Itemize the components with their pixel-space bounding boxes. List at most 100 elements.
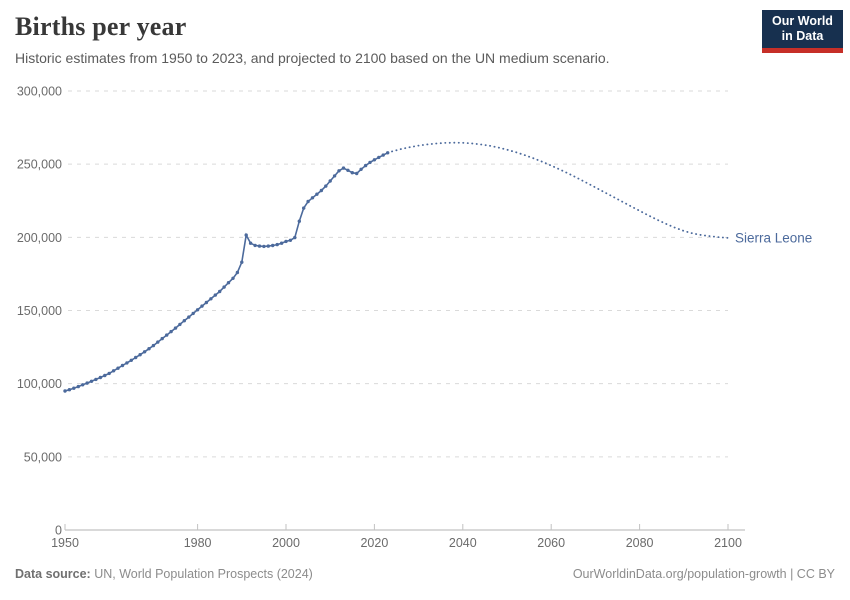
historic-path — [64, 152, 389, 392]
y-tick-label: 200,000 — [17, 231, 62, 245]
y-tick-label: 250,000 — [17, 158, 62, 172]
data-point — [235, 270, 240, 275]
data-point — [377, 155, 381, 160]
owid-logo-line1: Our World — [772, 14, 833, 28]
y-tick-label: 0 — [55, 524, 62, 538]
chart-subtitle: Historic estimates from 1950 to 2023, an… — [15, 50, 610, 66]
data-point — [142, 350, 147, 354]
data-point — [368, 160, 372, 165]
x-tick-label: 1980 — [184, 536, 212, 550]
data-point — [355, 171, 359, 176]
data-point — [98, 375, 103, 380]
data-point — [173, 326, 178, 330]
owid-logo[interactable]: Our World in Data — [762, 10, 843, 53]
data-point — [324, 184, 328, 188]
x-tick-label: 2000 — [272, 536, 300, 550]
data-point — [147, 347, 151, 351]
data-point — [350, 171, 354, 175]
data-point — [293, 235, 297, 240]
x-tick-label: 2060 — [537, 536, 565, 550]
data-point — [116, 366, 120, 370]
data-point — [63, 389, 67, 393]
data-point — [218, 289, 222, 294]
data-point — [151, 343, 156, 348]
data-point — [257, 244, 262, 248]
data-point — [129, 358, 133, 362]
data-point — [266, 244, 270, 248]
projection-line — [386, 141, 729, 239]
data-point — [341, 166, 346, 170]
data-point — [279, 241, 284, 245]
data-point — [200, 304, 204, 308]
data-point — [306, 199, 310, 204]
data-point — [94, 377, 98, 382]
x-axis — [64, 524, 745, 531]
data-point — [253, 243, 257, 248]
data-source: Data source: UN, World Population Prospe… — [15, 567, 313, 581]
data-point — [372, 158, 377, 162]
credit-link[interactable]: OurWorldinData.org/population-growth | C… — [572, 567, 835, 581]
data-point — [120, 363, 125, 368]
data-point — [297, 219, 301, 223]
data-point — [72, 386, 76, 390]
historic-line — [63, 151, 390, 393]
data-point — [85, 381, 89, 385]
data-point — [156, 340, 160, 344]
data-point — [381, 153, 385, 157]
y-tick-label: 100,000 — [17, 377, 62, 391]
data-point — [222, 285, 226, 289]
data-point — [204, 300, 209, 305]
data-point — [111, 369, 116, 373]
y-tick-label: 150,000 — [17, 304, 62, 318]
y-tick-label: 300,000 — [17, 85, 62, 99]
data-point — [195, 308, 200, 312]
data-point — [328, 179, 332, 183]
data-point — [67, 388, 72, 392]
data-point — [81, 383, 85, 387]
data-point — [182, 319, 186, 323]
data-source-value: UN, World Population Prospects (2024) — [90, 567, 313, 581]
y-tick-label: 50,000 — [24, 450, 62, 464]
entity-label[interactable]: Sierra Leone — [735, 230, 812, 245]
data-point — [248, 241, 253, 245]
data-point — [262, 244, 266, 249]
data-point — [363, 163, 368, 168]
data-point — [160, 336, 164, 341]
data-point — [178, 322, 182, 327]
x-tick-label: 2020 — [360, 536, 388, 550]
x-tick-label: 1950 — [51, 536, 79, 550]
data-point — [302, 206, 306, 210]
data-point — [315, 192, 319, 196]
page-title: Births per year — [15, 12, 187, 41]
data-point — [288, 238, 293, 242]
projection-path — [386, 141, 729, 239]
data-point — [226, 281, 231, 285]
data-point — [107, 371, 111, 376]
data-point — [89, 379, 94, 383]
data-point — [231, 276, 235, 280]
data-point — [284, 239, 288, 244]
x-axis-labels: 1950 1980 2000 2020 2040 2060 2080 2100 — [51, 536, 742, 550]
data-point — [213, 293, 217, 297]
data-point — [244, 233, 248, 237]
data-point — [359, 167, 363, 171]
y-gridlines — [68, 90, 728, 458]
data-point — [337, 169, 341, 173]
x-tick-label: 2080 — [626, 536, 654, 550]
data-point — [275, 242, 279, 247]
owid-logo-line2: in Data — [781, 29, 824, 43]
data-point — [134, 355, 138, 360]
data-point — [209, 297, 213, 301]
y-axis-labels: 0 50,000 100,000 150,000 200,000 250,000 300,0… — [17, 85, 62, 538]
data-point — [240, 260, 244, 264]
data-point — [319, 188, 324, 193]
data-point — [346, 168, 350, 172]
data-point — [271, 243, 275, 248]
data-point — [169, 329, 173, 334]
data-point — [191, 311, 195, 316]
x-tick-label: 2100 — [714, 536, 742, 550]
data-point — [165, 333, 169, 337]
data-point — [187, 315, 191, 319]
